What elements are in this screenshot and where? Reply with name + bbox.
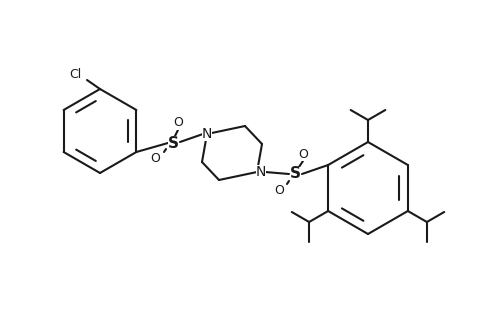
Text: S: S xyxy=(167,136,179,151)
Text: Cl: Cl xyxy=(70,68,82,82)
Text: O: O xyxy=(173,116,183,129)
Text: S: S xyxy=(289,167,301,182)
Text: N: N xyxy=(202,127,212,141)
Text: O: O xyxy=(274,185,284,198)
Text: O: O xyxy=(298,147,308,160)
Text: O: O xyxy=(150,152,160,165)
Text: N: N xyxy=(256,165,266,179)
